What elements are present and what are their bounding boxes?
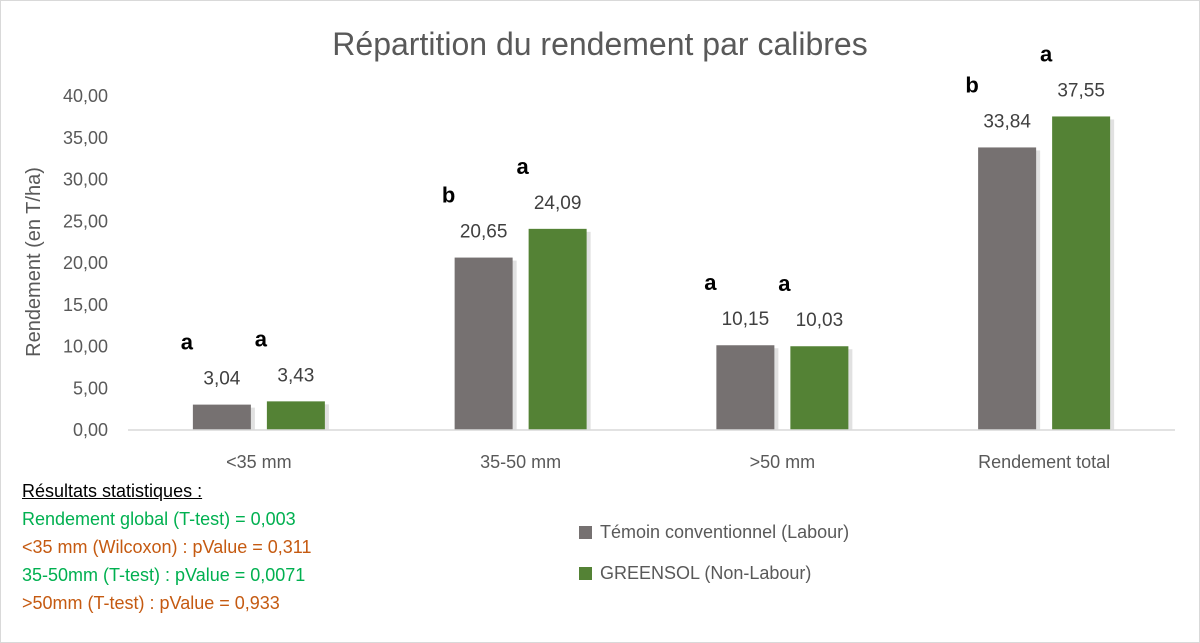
y-tick-label: 35,00 <box>63 128 108 148</box>
significance-letter: a <box>704 270 717 295</box>
y-tick-label: 20,00 <box>63 253 108 273</box>
data-label: 3,04 <box>203 369 240 390</box>
bar <box>978 147 1037 430</box>
y-axis-ticks: 0,00 5,00 10,00 15,00 20,00 25,00 30,00 35,00 40… <box>63 86 108 440</box>
significance-letter: b <box>442 183 455 208</box>
y-tick-label: 40,00 <box>63 86 108 106</box>
data-label: 37,55 <box>1057 80 1105 101</box>
legend-swatch <box>579 526 592 539</box>
significance-letter: a <box>255 326 268 351</box>
y-tick-label: 10,00 <box>63 337 108 357</box>
y-tick-label: 15,00 <box>63 295 108 315</box>
bar <box>790 346 849 430</box>
data-label: 10,03 <box>796 310 844 331</box>
legend: Témoin conventionnel (Labour) GREENSOL (N… <box>579 522 849 583</box>
x-category-label: <35 mm <box>226 452 292 472</box>
stat-line: 35-50mm (T-test) : pValue = 0,0071 <box>22 565 306 585</box>
y-tick-label: 30,00 <box>63 170 108 190</box>
significance-letter: a <box>1040 41 1053 66</box>
x-category-label: Rendement total <box>978 452 1110 472</box>
significance-letter: a <box>181 330 194 355</box>
legend-label: GREENSOL (Non-Labour) <box>600 563 811 583</box>
bar <box>716 345 775 430</box>
data-label: 10,15 <box>722 309 770 330</box>
stat-line: Rendement global (T-test) = 0,003 <box>22 509 296 529</box>
bar <box>1052 116 1111 431</box>
bar <box>528 228 587 430</box>
y-tick-label: 5,00 <box>73 378 108 398</box>
statistics-panel: Résultats statistiques : Rendement globa… <box>22 477 311 617</box>
significance-letter: b <box>965 72 978 97</box>
stats-heading: Résultats statistiques : <box>22 481 203 501</box>
stat-line: >50mm (T-test) : pValue = 0,933 <box>22 593 280 613</box>
bar <box>266 401 325 430</box>
stat-line: <35 mm (Wilcoxon) : pValue = 0,311 <box>22 537 312 557</box>
data-label: 20,65 <box>460 222 508 243</box>
y-tick-label: 25,00 <box>63 211 108 231</box>
significance-letter: a <box>778 271 791 296</box>
legend-label: Témoin conventionnel (Labour) <box>600 522 849 542</box>
bar <box>192 404 251 430</box>
data-label: 33,84 <box>983 111 1031 132</box>
bar <box>454 257 513 430</box>
y-axis-label: Rendement (en T/ha) <box>23 167 45 357</box>
significance-letter: a <box>517 154 530 179</box>
data-label: 3,43 <box>277 365 314 386</box>
x-category-label: >50 mm <box>750 452 816 472</box>
legend-swatch <box>579 567 592 580</box>
x-category-label: 35-50 mm <box>480 452 561 472</box>
y-tick-label: 0,00 <box>73 420 108 440</box>
chart-title: Répartition du rendement par calibres <box>332 26 867 62</box>
data-label: 24,09 <box>534 193 582 214</box>
x-axis-categories: <35 mm 35-50 mm >50 mm Rendement total <box>226 452 1110 472</box>
